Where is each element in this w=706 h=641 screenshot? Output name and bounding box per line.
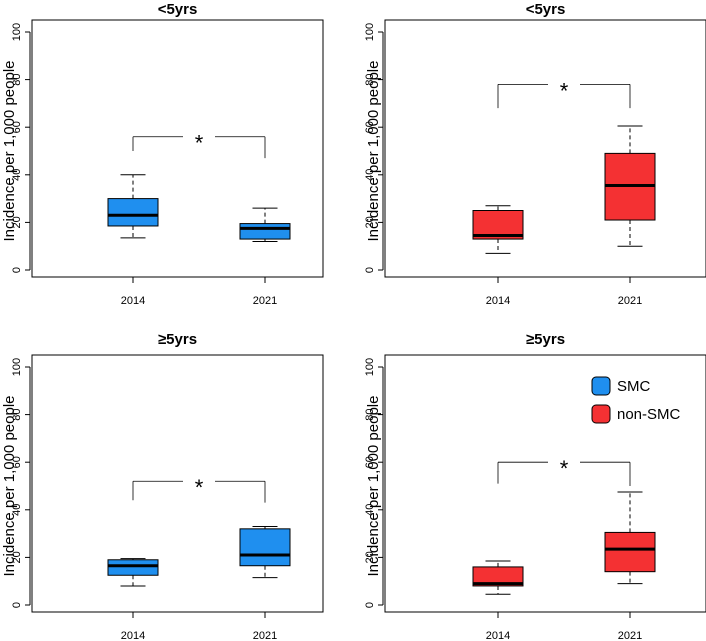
legend-swatch-SMC [591, 376, 611, 396]
panel-1-y-tick-label: 60 [11, 121, 23, 133]
panel-1-y-tick-label: 80 [11, 73, 23, 85]
panel-2-y-axis-label: Incidence per 1,000 people [365, 61, 382, 242]
panel-3-significance-label: * [195, 475, 204, 500]
panel-4-x-tick-label: 2014 [486, 630, 510, 641]
panel-3-y-axis-label: Incidence per 1,000 people [1, 396, 18, 577]
legend-label-SMC: SMC [617, 378, 651, 395]
panel-4-box-2014-iqr-box [472, 566, 524, 587]
panel-4-y-axis-label: Incidence per 1,000 people [365, 396, 382, 577]
panel-4-y-tick-label: 60 [364, 456, 376, 468]
panel-2-x-tick-label: 2021 [618, 295, 642, 307]
panel-1-y-axis-label: Incidence per 1,000 people [1, 61, 18, 242]
panel-1-significance-label: * [195, 131, 204, 156]
panel-4-y-tick-label: 40 [364, 504, 376, 516]
legend-label-non-SMC: non-SMC [617, 406, 681, 423]
panel-2-y-tick-label: 20 [364, 216, 376, 228]
panel-3-y-tick-label: 20 [11, 551, 23, 563]
panel-2-y-tick-label: 60 [364, 121, 376, 133]
panel-3-box-2014-iqr-box [107, 559, 159, 576]
panel-2-title: <5yrs [526, 1, 566, 18]
panel-3-y-tick-label: 0 [11, 602, 23, 608]
panel-1-y-tick-label: 100 [11, 23, 23, 41]
panel-2-y-tick-label: 80 [364, 73, 376, 85]
panel-3-y-tick-label: 100 [11, 358, 23, 376]
panel-4-y-tick-label: 80 [364, 408, 376, 420]
panel-1-box-2021-iqr-box [239, 223, 291, 240]
panel-4-x-tick-label: 2021 [618, 630, 642, 641]
panel-4-y-tick-label: 0 [364, 602, 376, 608]
panel-3-plot-frame [31, 354, 324, 613]
panel-3-y-tick-label: 60 [11, 456, 23, 468]
panel-3-x-tick-label: 2021 [253, 630, 277, 641]
panel-3-y-tick-label: 80 [11, 408, 23, 420]
panel-1-x-tick-label: 2021 [253, 295, 277, 307]
panel-4-title: ≥5yrs [526, 331, 565, 348]
panel-4-y-tick-label: 20 [364, 551, 376, 563]
panel-4-box-2021-iqr-box [604, 531, 656, 573]
panel-1-box-2014-iqr-box [107, 198, 159, 227]
panel-2-y-tick-label: 100 [364, 23, 376, 41]
panel-4-significance-label: * [560, 456, 569, 481]
panel-2-plot-frame [384, 19, 706, 278]
panel-1-y-tick-label: 0 [11, 267, 23, 273]
panel-1-x-tick-label: 2014 [121, 295, 145, 307]
panel-3-title: ≥5yrs [158, 331, 197, 348]
panel-2-x-tick-label: 2014 [486, 295, 510, 307]
panel-2-y-tick-label: 0 [364, 267, 376, 273]
panel-4-plot-frame [384, 354, 706, 613]
panel-1-y-tick-label: 20 [11, 216, 23, 228]
panel-2-significance-label: * [560, 78, 569, 103]
panel-3-box-2021-iqr-box [239, 528, 291, 567]
panel-1-title: <5yrs [158, 1, 198, 18]
panel-3-x-tick-label: 2014 [121, 630, 145, 641]
legend-swatch-non-SMC [591, 404, 611, 424]
panel-1-y-tick-label: 40 [11, 169, 23, 181]
panel-3-y-tick-label: 40 [11, 504, 23, 516]
panel-2-y-tick-label: 40 [364, 169, 376, 181]
panel-4-y-tick-label: 100 [364, 358, 376, 376]
